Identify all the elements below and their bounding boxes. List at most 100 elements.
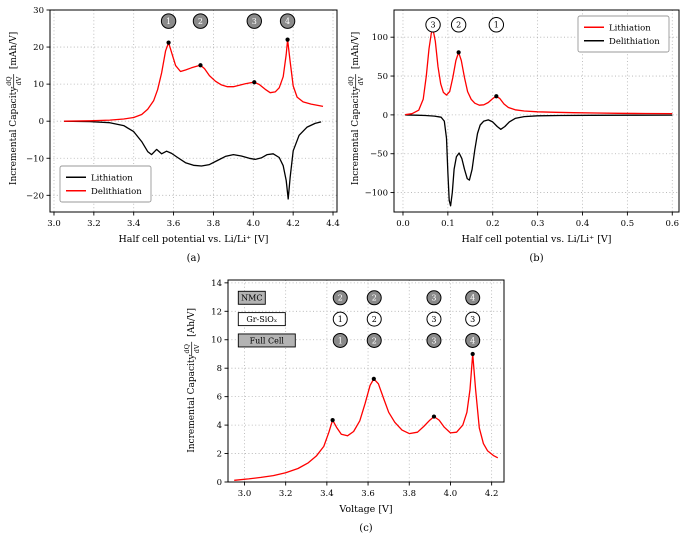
svg-text:0.4: 0.4 xyxy=(576,219,590,229)
delithiation-curve xyxy=(405,114,673,207)
subplot-a-caption: (a) xyxy=(186,253,201,264)
svg-text:2: 2 xyxy=(217,450,222,460)
legend: Lithiation Delithiation xyxy=(59,165,152,203)
svg-text:3.4: 3.4 xyxy=(320,489,334,499)
legend: Lithiation Delithiation xyxy=(577,15,670,53)
svg-text:0.5: 0.5 xyxy=(621,219,635,229)
svg-text:2: 2 xyxy=(198,17,203,26)
grid xyxy=(228,280,504,483)
peak-marker xyxy=(166,40,171,45)
plot-border xyxy=(393,9,680,213)
svg-text:dV: dV xyxy=(357,76,365,85)
full-cell-curve xyxy=(234,353,499,481)
svg-text:−10: −10 xyxy=(26,154,44,164)
axis-ticks: 0.0 0.1 0.2 0.3 0.4 0.5 0.6 −100 −50 0 50 100 xyxy=(365,33,679,229)
svg-text:6: 6 xyxy=(217,393,222,403)
svg-text:0.3: 0.3 xyxy=(531,219,545,229)
svg-text:Incremental Capacity: Incremental Capacity xyxy=(187,353,197,452)
svg-text:Half cell potential vs. Li/Li⁺: Half cell potential vs. Li/Li⁺ [V] xyxy=(119,234,269,245)
svg-text:3: 3 xyxy=(431,294,436,303)
svg-text:[mAh/V]: [mAh/V] xyxy=(9,32,19,69)
svg-text:4.2: 4.2 xyxy=(485,489,499,499)
peak-marker xyxy=(431,414,437,419)
svg-text:3: 3 xyxy=(252,17,257,26)
svg-text:Incremental Capacity: Incremental Capacity xyxy=(351,86,361,185)
svg-text:0.6: 0.6 xyxy=(666,219,680,229)
svg-text:dV: dV xyxy=(15,76,23,85)
peak-number-3: 3 xyxy=(425,17,441,33)
row-label-box xyxy=(237,290,266,305)
svg-text:4.2: 4.2 xyxy=(286,219,300,229)
peak-marker xyxy=(456,50,461,55)
svg-text:Lithiation: Lithiation xyxy=(91,173,133,183)
delithiation-curve xyxy=(63,39,324,122)
svg-text:2: 2 xyxy=(372,336,377,345)
chart-c-canvas: 3.0 3.2 3.4 3.6 3.8 4.0 4.2 0 2 4 6 8 10 12 14 NMC 2 2 3 4 G… xyxy=(180,272,510,520)
svg-text:0: 0 xyxy=(39,117,44,127)
lithiation-curve xyxy=(63,120,322,200)
svg-text:3.2: 3.2 xyxy=(279,489,293,499)
svg-text:1: 1 xyxy=(494,21,499,30)
svg-text:1: 1 xyxy=(338,315,343,324)
svg-text:3: 3 xyxy=(431,336,436,345)
svg-text:2: 2 xyxy=(372,315,377,324)
svg-text:Gr-SiOₓ: Gr-SiOₓ xyxy=(246,315,277,324)
peak-marker xyxy=(371,376,376,381)
svg-text:3.6: 3.6 xyxy=(167,219,181,229)
svg-text:3: 3 xyxy=(470,315,475,324)
svg-text:3.8: 3.8 xyxy=(207,219,221,229)
svg-text:14: 14 xyxy=(211,279,222,289)
svg-text:4: 4 xyxy=(285,17,290,26)
peak-number-1: 1 xyxy=(488,17,505,33)
axis-ticks: 3.0 3.2 3.4 3.6 3.8 4.0 4.2 4.4 −20 −10 0 10 20 30 xyxy=(26,6,340,229)
svg-text:10: 10 xyxy=(33,80,44,90)
svg-text:100: 100 xyxy=(372,33,388,43)
svg-text:Full Cell: Full Cell xyxy=(250,336,285,345)
svg-text:3.8: 3.8 xyxy=(402,489,416,499)
svg-text:−50: −50 xyxy=(370,150,388,160)
svg-text:3.0: 3.0 xyxy=(47,219,61,229)
peak-number-2: 2 xyxy=(192,13,209,29)
svg-text:3: 3 xyxy=(431,21,436,30)
chart-b-canvas: 0.0 0.1 0.2 0.3 0.4 0.5 0.6 −100 −50 0 50 100 3 2 1 Lit… xyxy=(344,2,684,250)
svg-text:4: 4 xyxy=(470,294,475,303)
chart-b-svg: 0.0 0.1 0.2 0.3 0.4 0.5 0.6 −100 −50 0 50 100 3 2 1 Lit… xyxy=(347,9,680,245)
svg-text:−100: −100 xyxy=(365,189,388,199)
svg-text:−20: −20 xyxy=(26,191,44,201)
peak-number-4: 4 xyxy=(279,13,296,29)
svg-text:3.4: 3.4 xyxy=(127,219,141,229)
svg-text:3: 3 xyxy=(431,315,436,324)
svg-text:4.0: 4.0 xyxy=(444,489,458,499)
svg-text:3.2: 3.2 xyxy=(87,219,101,229)
svg-text:Lithiation: Lithiation xyxy=(609,23,651,33)
svg-text:Incremental Capacity: Incremental Capacity xyxy=(9,86,19,185)
svg-text:NMC: NMC xyxy=(241,294,262,303)
svg-text:3.0: 3.0 xyxy=(238,489,252,499)
svg-text:2: 2 xyxy=(338,294,343,303)
svg-text:4: 4 xyxy=(470,336,475,345)
peak-marker xyxy=(494,94,499,99)
peak-marker xyxy=(285,37,290,42)
svg-text:1: 1 xyxy=(166,17,171,26)
subplot-b-caption: (b) xyxy=(529,253,544,264)
peak-marker xyxy=(330,418,335,423)
peak-marker xyxy=(252,80,257,85)
svg-text:3.6: 3.6 xyxy=(361,489,375,499)
svg-text:dV: dV xyxy=(193,344,201,353)
peak-marker xyxy=(198,63,203,68)
peak-number-3: 3 xyxy=(246,13,262,29)
svg-text:dQ: dQ xyxy=(183,344,191,354)
svg-text:4.0: 4.0 xyxy=(247,219,261,229)
svg-text:Half cell potential vs. Li/Li⁺: Half cell potential vs. Li/Li⁺ [V] xyxy=(462,234,612,245)
svg-text:30: 30 xyxy=(33,6,44,16)
row-label-box xyxy=(237,333,296,348)
svg-text:Delithiation: Delithiation xyxy=(609,37,660,47)
svg-text:dQ: dQ xyxy=(347,76,355,86)
row-label-box xyxy=(237,312,286,327)
